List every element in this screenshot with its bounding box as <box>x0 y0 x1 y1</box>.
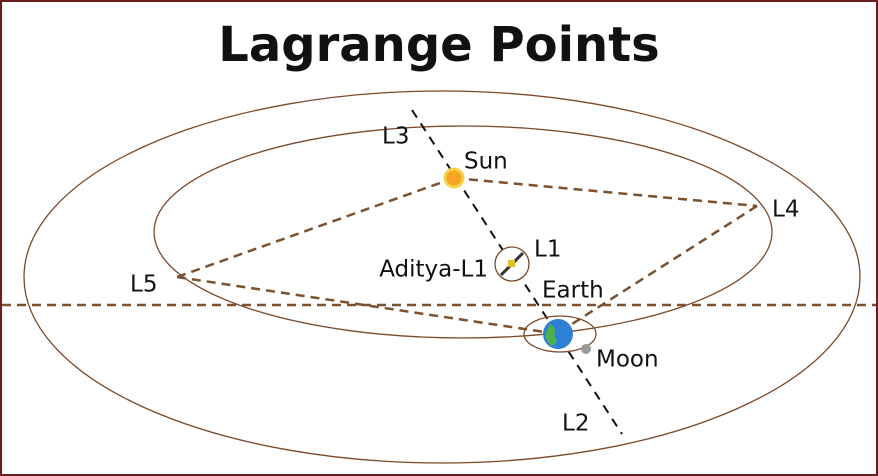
label: Sun <box>464 149 508 175</box>
label: L3 <box>382 124 409 150</box>
label: Aditya-L1 <box>379 257 488 283</box>
diagram-canvas: Lagrange Points L3 Sun L4 L1 Aditya-L1 L… <box>2 2 876 474</box>
sun-icon <box>445 169 463 187</box>
satellite-body <box>508 260 515 267</box>
moon-icon <box>581 344 591 354</box>
label: L1 <box>534 237 561 263</box>
l4-earth <box>572 206 757 324</box>
label: L5 <box>130 272 157 298</box>
label: L2 <box>562 411 589 437</box>
label: Earth <box>542 278 604 304</box>
title: Lagrange Points <box>218 17 660 73</box>
sun-l4 <box>454 178 757 206</box>
label: Moon <box>596 347 659 373</box>
label: L4 <box>772 197 799 223</box>
diagram: Lagrange Points L3 Sun L4 L1 Aditya-L1 L… <box>0 0 878 476</box>
